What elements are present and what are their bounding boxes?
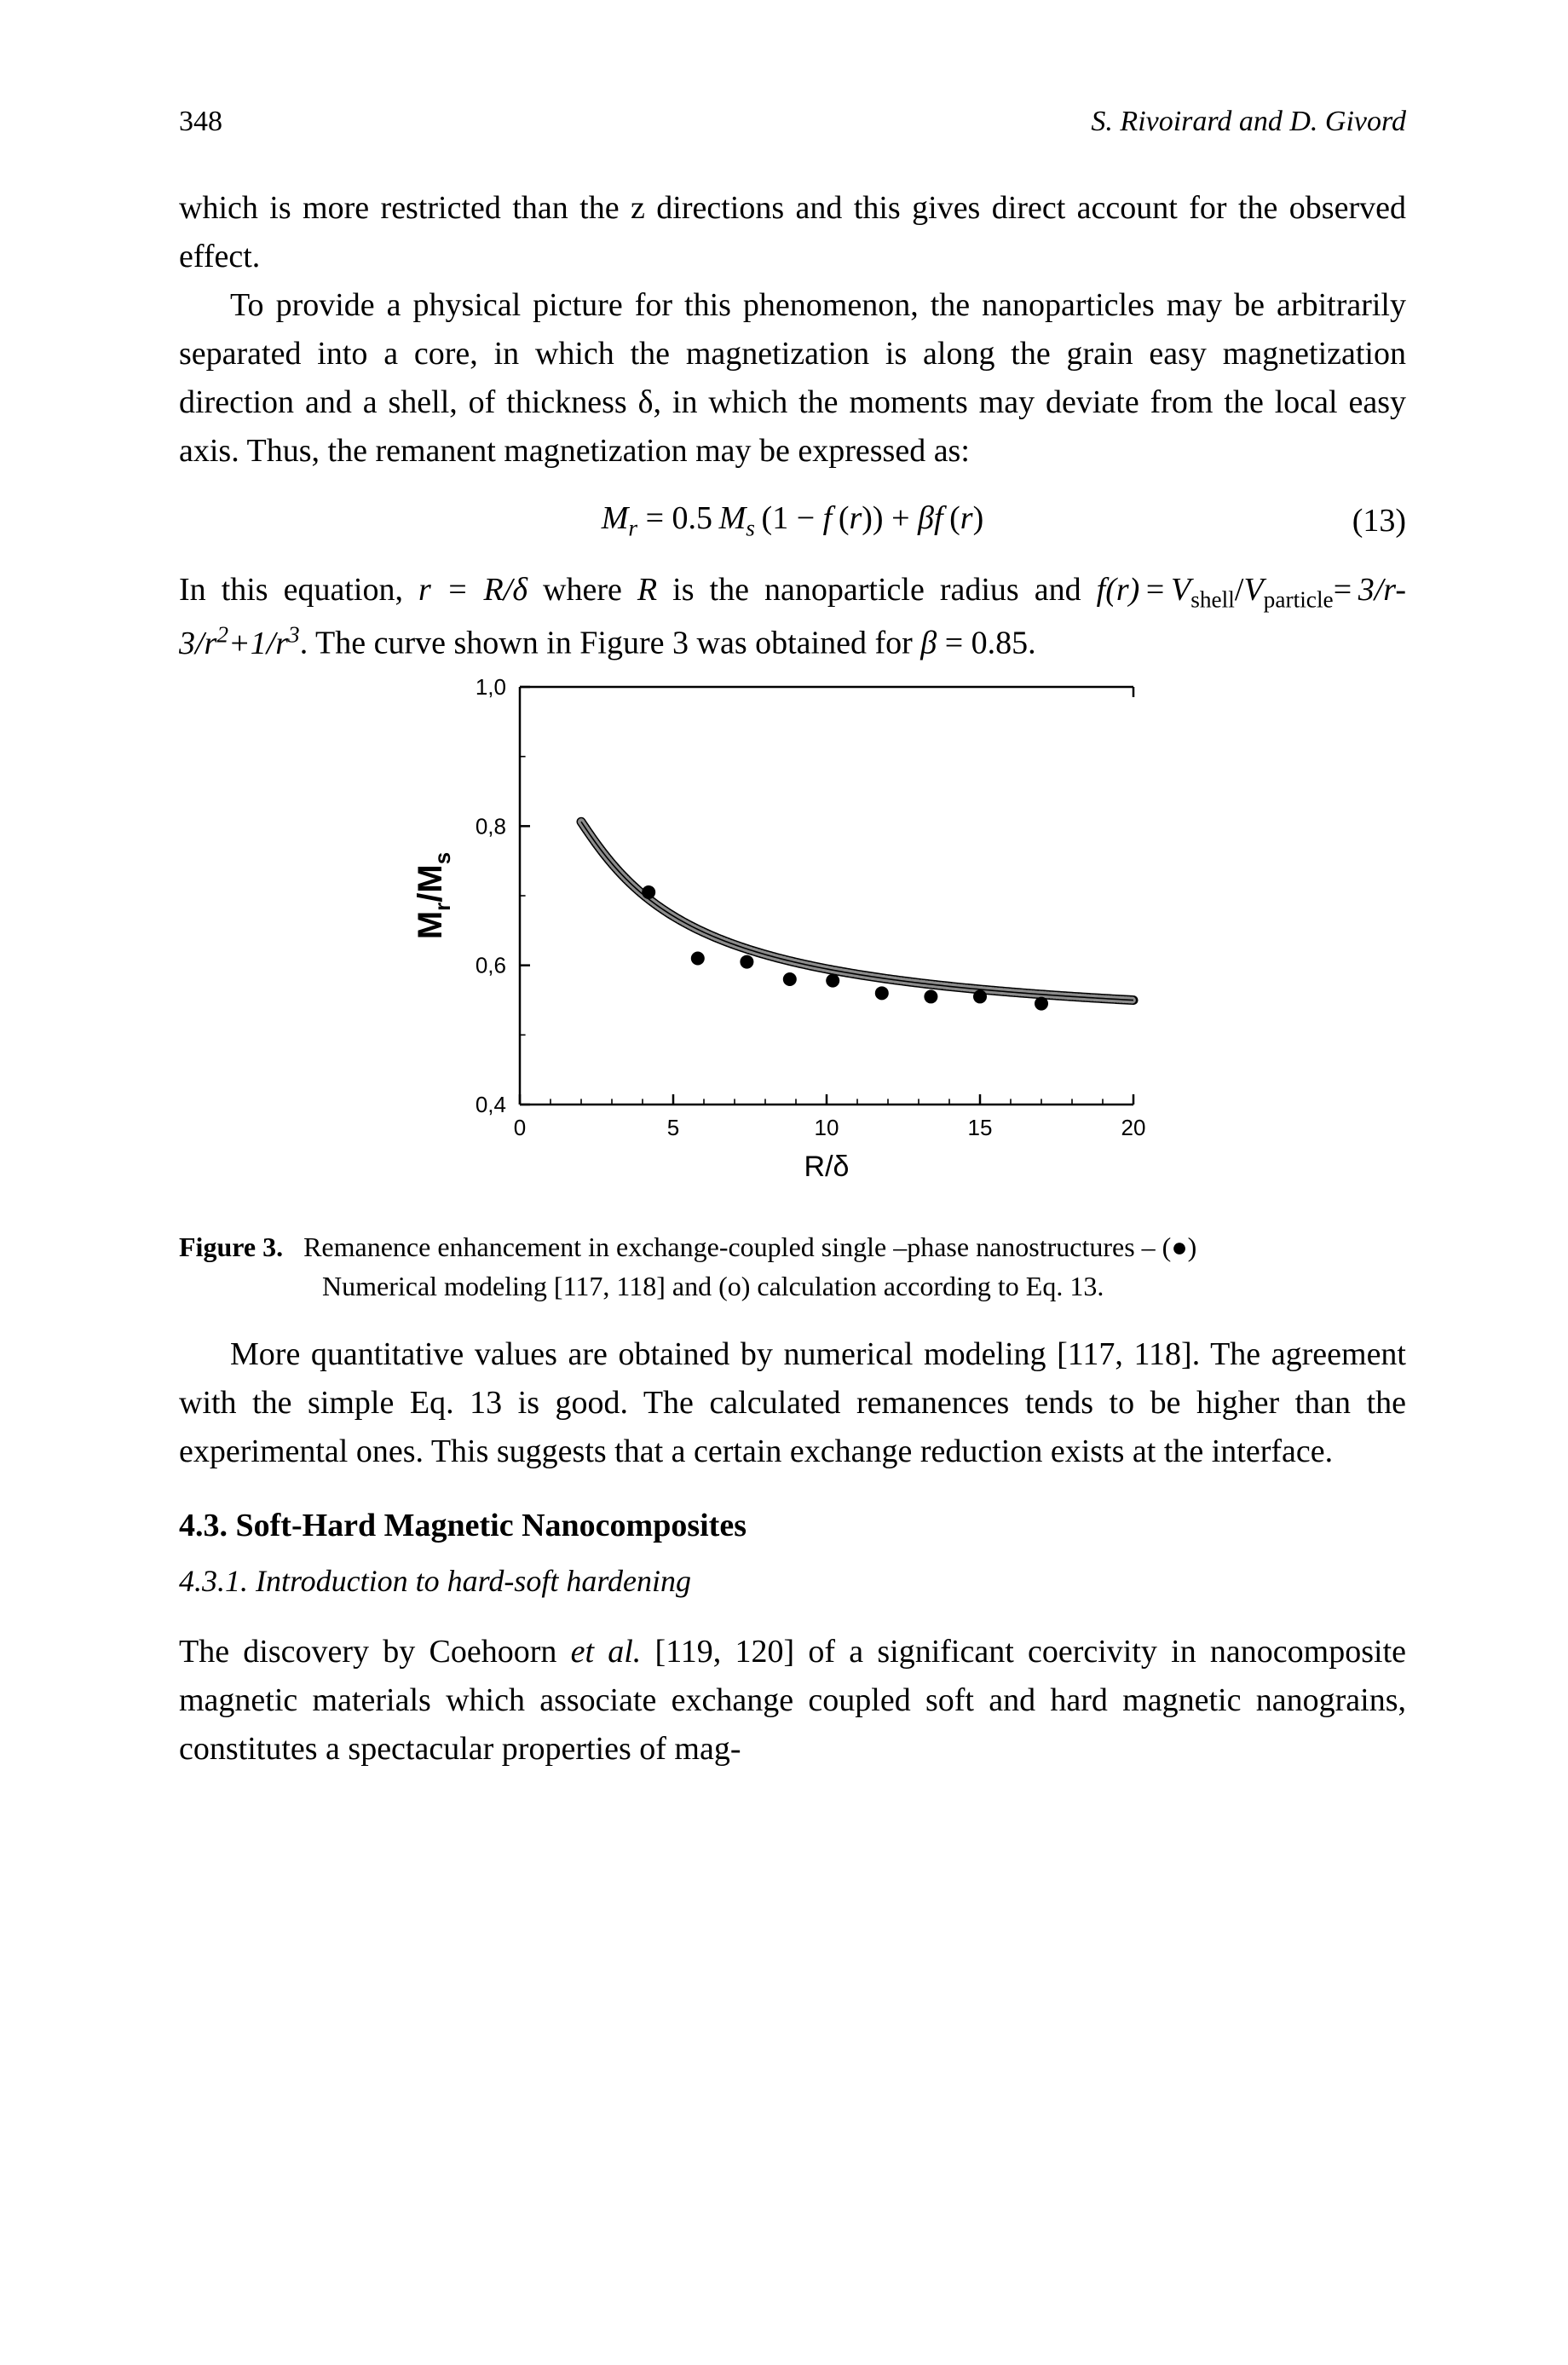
running-header: 348 S. Rivoirard and D. Givord — [179, 106, 1406, 138]
paragraph: The discovery by Coehoorn et al. [119, 1… — [179, 1628, 1406, 1774]
svg-text:20: 20 — [1121, 1115, 1146, 1140]
equation-number: (13) — [1352, 502, 1406, 539]
body-text: The discovery by Coehoorn et al. [119, 1… — [179, 1628, 1406, 1774]
svg-text:0: 0 — [514, 1115, 526, 1140]
subsection-heading: 4.3.1. Introduction to hard-soft hardeni… — [179, 1563, 1406, 1599]
figure-caption: Figure 3. Remanence enhancement in excha… — [179, 1227, 1406, 1307]
authors-header: S. Rivoirard and D. Givord — [1091, 106, 1406, 138]
paragraph: which is more restricted than the z dire… — [179, 184, 1406, 281]
svg-text:0,8: 0,8 — [476, 813, 506, 839]
figure-caption-line: Figure 3. Remanence enhancement in excha… — [179, 1232, 1196, 1262]
chart: 0 5 10 15 20 0,4 0,6 0,8 1,0 R/δ Mr/Ms — [392, 672, 1193, 1217]
svg-text:10: 10 — [815, 1115, 839, 1140]
equation: Mr = 0.5 Ms (1 − f (r)) + βf (r) (13) — [179, 499, 1406, 542]
section-heading: 4.3. Soft-Hard Magnetic Nanocomposites — [179, 1507, 1406, 1544]
svg-text:Mr/Ms: Mr/Ms — [412, 852, 455, 939]
body-text: In this equation, r = R/δ where R is the… — [179, 566, 1406, 668]
svg-text:15: 15 — [968, 1115, 993, 1140]
paragraph: To provide a physical picture for this p… — [179, 281, 1406, 476]
paragraph: More quantitative values are obtained by… — [179, 1330, 1406, 1476]
svg-text:5: 5 — [667, 1115, 679, 1140]
svg-text:1,0: 1,0 — [476, 674, 506, 700]
paragraph: In this equation, r = R/δ where R is the… — [179, 566, 1406, 668]
svg-text:R/δ: R/δ — [804, 1151, 850, 1183]
body-text: More quantitative values are obtained by… — [179, 1330, 1406, 1476]
page-number: 348 — [179, 106, 222, 138]
figure: 0 5 10 15 20 0,4 0,6 0,8 1,0 R/δ Mr/Ms — [392, 672, 1193, 1217]
svg-text:0,4: 0,4 — [476, 1092, 506, 1117]
figure-caption-line: Numerical modeling [117, 118] and (o) ca… — [322, 1266, 1406, 1306]
equation-formula: Mr = 0.5 Ms (1 − f (r)) + βf (r) — [602, 499, 983, 542]
body-text: which is more restricted than the z dire… — [179, 184, 1406, 476]
svg-text:0,6: 0,6 — [476, 953, 506, 978]
